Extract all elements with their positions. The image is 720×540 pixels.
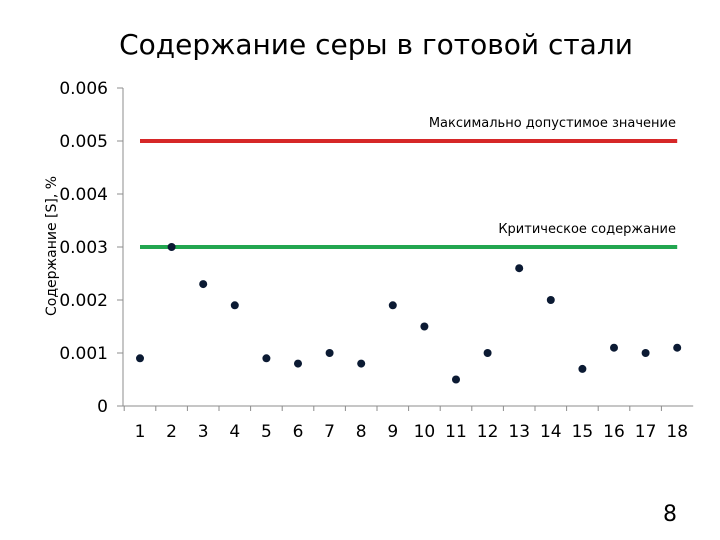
data-point <box>357 359 366 368</box>
data-point <box>641 349 650 357</box>
data-point <box>578 364 587 373</box>
data-point <box>325 349 334 357</box>
page-number: 8 <box>663 502 677 527</box>
data-point <box>167 243 176 251</box>
reference-line-label: Критическое содержание <box>498 222 676 237</box>
data-point <box>610 343 618 352</box>
data-point <box>388 301 397 310</box>
x-tick-label: 8 <box>356 422 367 442</box>
x-tick-label: 1 <box>135 422 146 442</box>
x-tick-label: 9 <box>387 422 398 442</box>
x-tick-label: 15 <box>572 422 594 442</box>
y-tick-label: 0.002 <box>59 291 108 311</box>
axes: 0 0.001 0.002 0.003 0.004 0.005 0.006 1 2 3 4 5 6 7 8 9… <box>59 79 694 442</box>
y-tick-label: 0.005 <box>59 132 108 152</box>
x-tick-label: 3 <box>198 422 209 442</box>
x-tick-label: 13 <box>508 422 530 442</box>
data-point <box>230 301 239 310</box>
data-point <box>673 343 682 352</box>
y-tick-label: 0.006 <box>59 79 108 99</box>
x-tick-label: 11 <box>445 422 467 442</box>
x-tick-label: 5 <box>261 422 272 442</box>
x-tick-label: 18 <box>666 422 688 442</box>
y-tick-label: 0.004 <box>59 185 108 205</box>
x-tick-label: 2 <box>166 422 177 442</box>
x-tick-label: 10 <box>414 422 436 442</box>
reference-line-label: Максимально допустимое значение <box>429 116 676 131</box>
data-point <box>546 296 555 304</box>
y-tick-label: 0 <box>97 397 108 417</box>
data-point <box>515 264 524 273</box>
y-axis-label: Содержание [S], % <box>44 176 60 316</box>
x-tick-label: 6 <box>293 422 304 442</box>
x-tick-label: 4 <box>229 422 240 442</box>
data-point <box>136 354 144 363</box>
data-point <box>199 280 208 289</box>
x-tick-label: 12 <box>477 422 499 442</box>
y-tick-label: 0.003 <box>59 238 108 258</box>
reference-lines: Максимально допустимое значение Критическ… <box>140 116 678 249</box>
x-tick-label: 17 <box>635 422 657 442</box>
x-tick-label: 7 <box>324 422 335 442</box>
x-tick-label: 14 <box>540 422 562 442</box>
data-point <box>420 322 429 331</box>
y-tick-label: 0.001 <box>59 344 108 364</box>
data-point <box>452 375 460 384</box>
data-points <box>136 243 682 384</box>
data-point <box>294 359 302 368</box>
data-point <box>262 354 271 363</box>
chart-title: Содержание серы в готовой стали <box>119 28 633 61</box>
data-point <box>483 349 492 357</box>
x-tick-label: 16 <box>603 422 625 442</box>
